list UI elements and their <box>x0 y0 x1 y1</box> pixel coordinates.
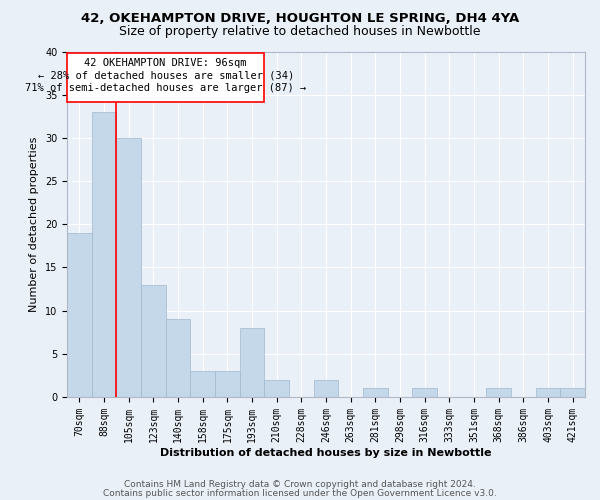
Bar <box>265 380 289 397</box>
Bar <box>116 138 141 397</box>
Text: 42, OKEHAMPTON DRIVE, HOUGHTON LE SPRING, DH4 4YA: 42, OKEHAMPTON DRIVE, HOUGHTON LE SPRING… <box>81 12 519 26</box>
Text: Contains public sector information licensed under the Open Government Licence v3: Contains public sector information licen… <box>103 488 497 498</box>
Bar <box>536 388 560 397</box>
Text: ← 28% of detached houses are smaller (34): ← 28% of detached houses are smaller (34… <box>38 70 294 81</box>
Bar <box>67 233 92 397</box>
Bar <box>166 319 190 397</box>
Bar <box>190 371 215 397</box>
Bar <box>487 388 511 397</box>
Bar <box>141 284 166 397</box>
X-axis label: Distribution of detached houses by size in Newbottle: Distribution of detached houses by size … <box>160 448 492 458</box>
Text: 42 OKEHAMPTON DRIVE: 96sqm: 42 OKEHAMPTON DRIVE: 96sqm <box>85 58 247 68</box>
Bar <box>412 388 437 397</box>
Bar <box>560 388 585 397</box>
Bar <box>215 371 240 397</box>
Bar <box>240 328 265 397</box>
Text: Size of property relative to detached houses in Newbottle: Size of property relative to detached ho… <box>119 25 481 38</box>
Bar <box>363 388 388 397</box>
Text: 71% of semi-detached houses are larger (87) →: 71% of semi-detached houses are larger (… <box>25 84 307 94</box>
Bar <box>92 112 116 397</box>
FancyBboxPatch shape <box>67 53 265 102</box>
Y-axis label: Number of detached properties: Number of detached properties <box>29 136 39 312</box>
Text: Contains HM Land Registry data © Crown copyright and database right 2024.: Contains HM Land Registry data © Crown c… <box>124 480 476 489</box>
Bar <box>314 380 338 397</box>
